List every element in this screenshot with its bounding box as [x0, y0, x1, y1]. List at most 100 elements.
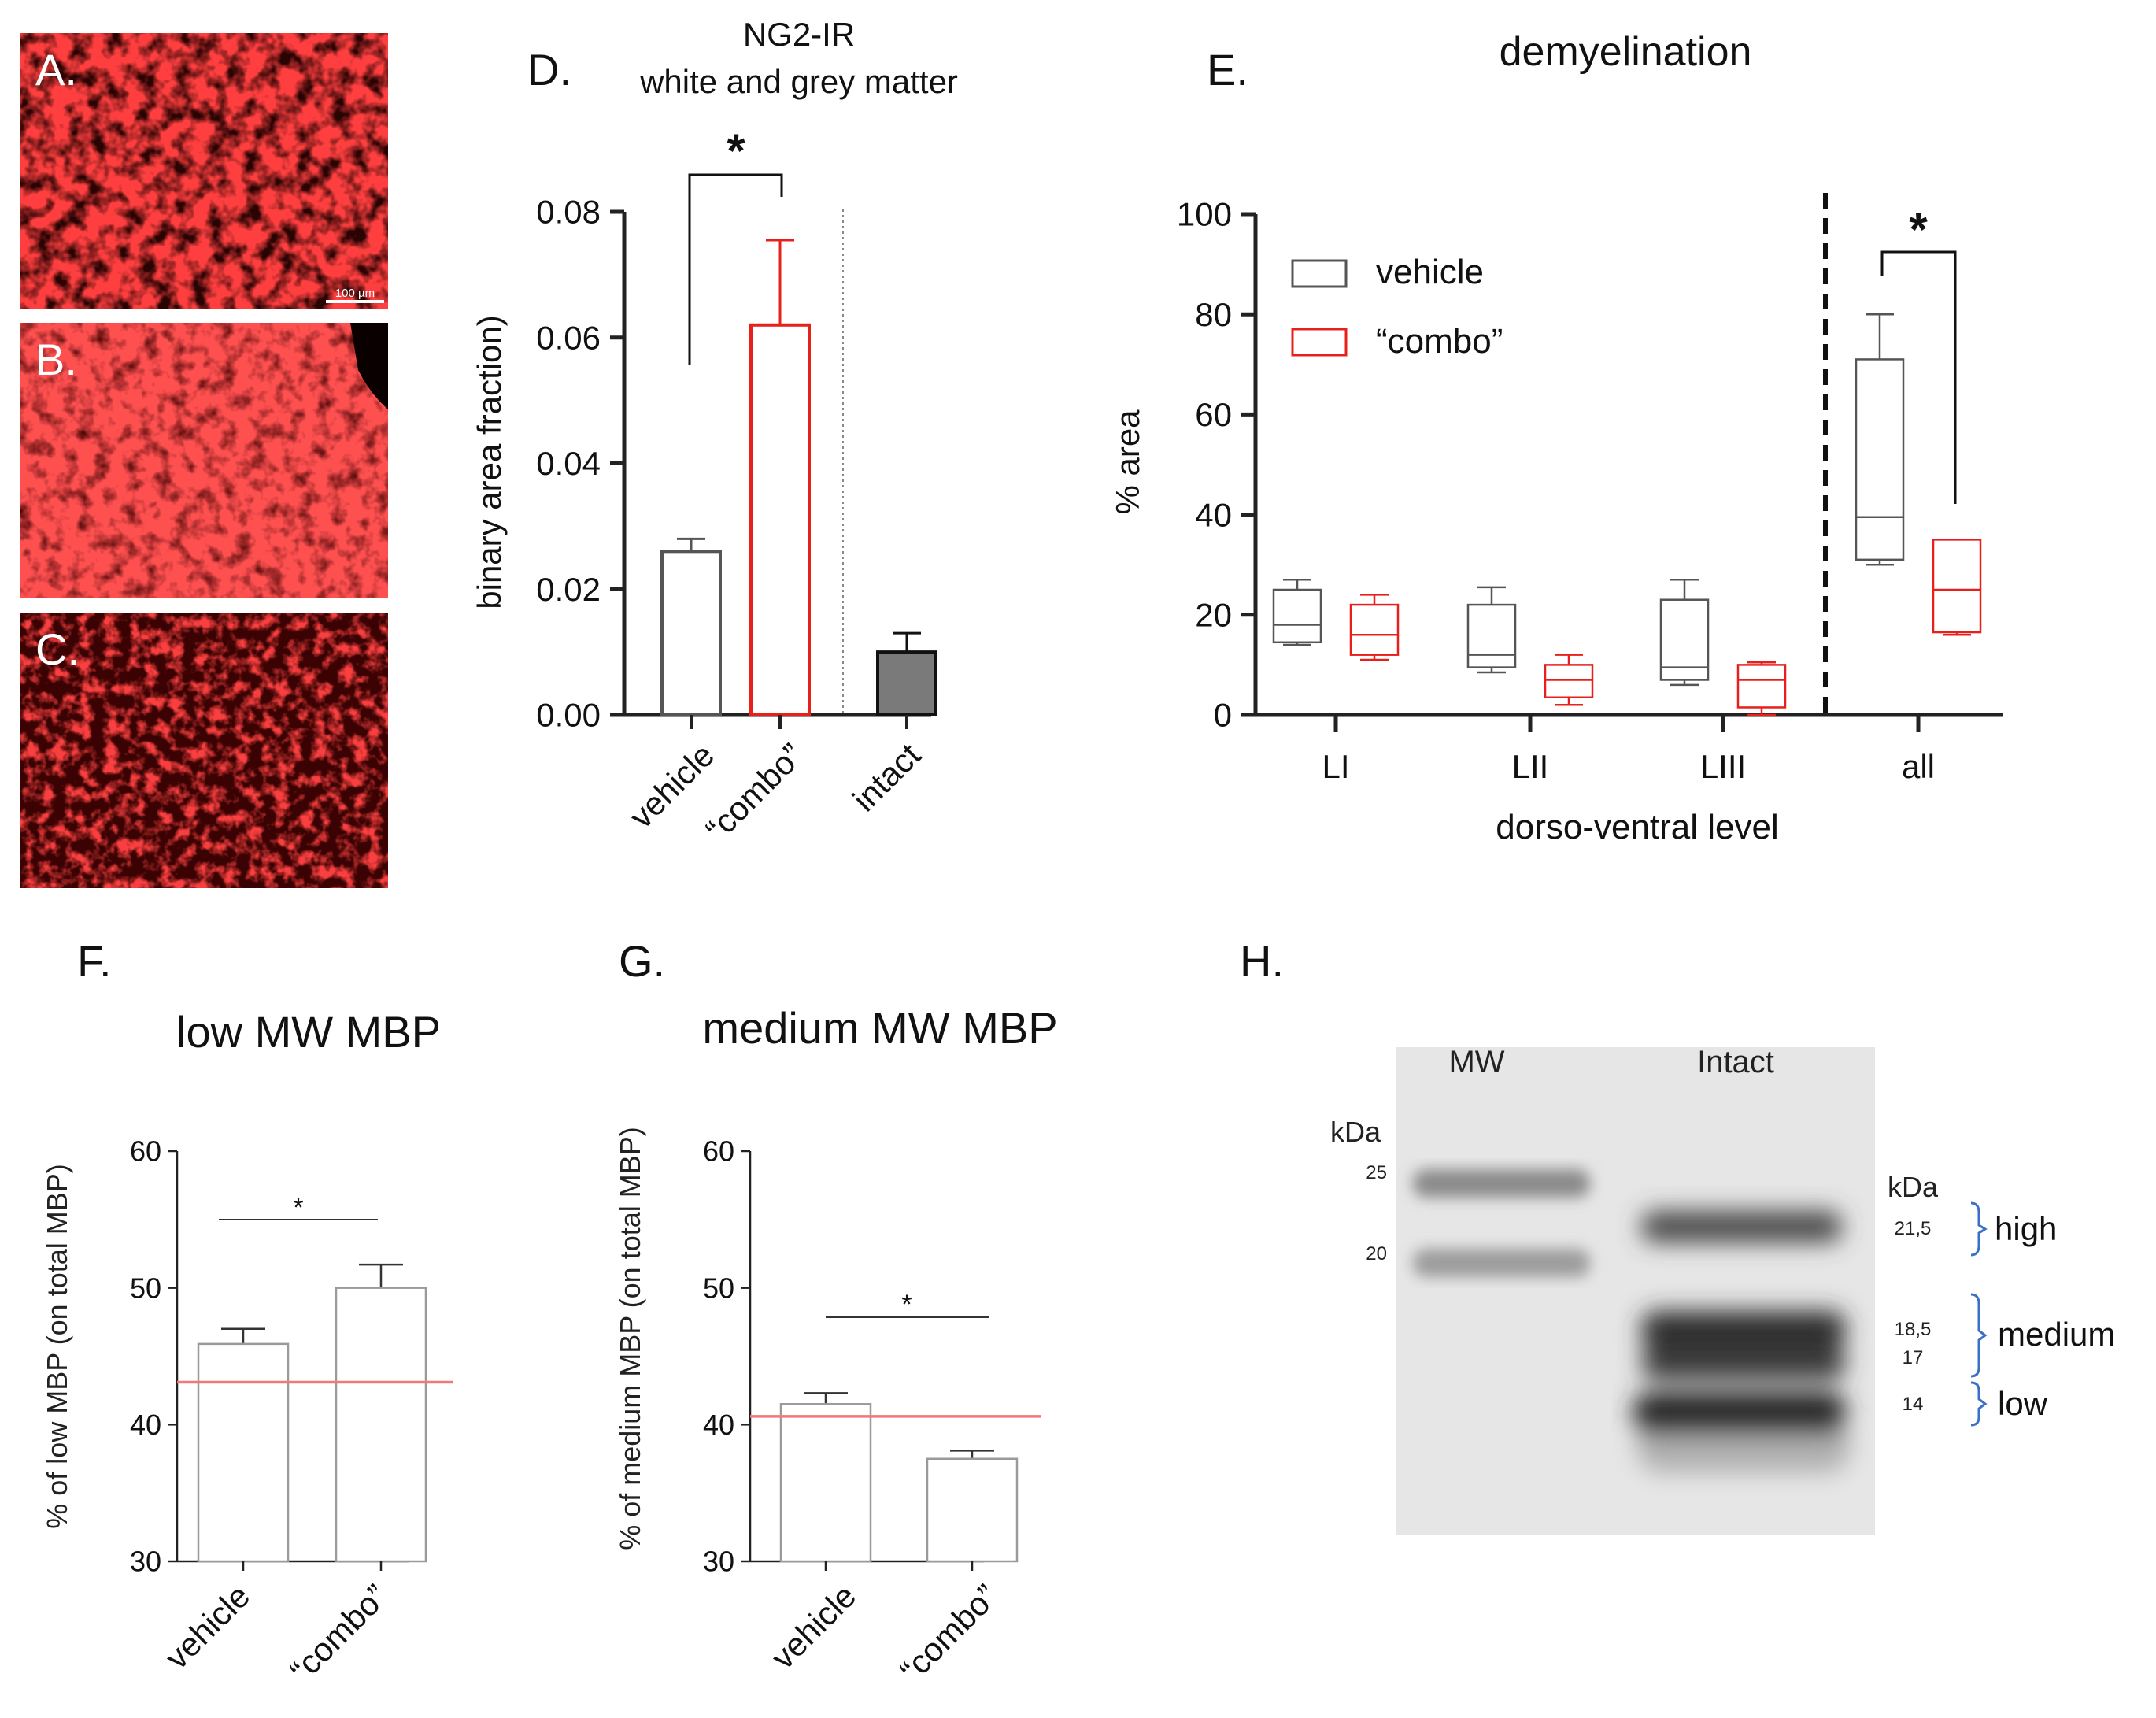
y-tick-label: 100 — [1177, 196, 1232, 233]
x-tick-label: “combo” — [893, 1577, 1004, 1689]
bracket-low — [1970, 1381, 1988, 1427]
blot-unit-left: kDa — [1330, 1116, 1381, 1148]
y-tick-label: 40 — [1195, 496, 1232, 533]
box — [1272, 588, 1322, 644]
chart-f-bars — [177, 1263, 453, 1571]
chart-d-title: NG2-IR — [743, 16, 855, 53]
blot-bands-intact — [1633, 1211, 1850, 1472]
panel-label-h: H. — [1240, 936, 1284, 986]
x-tick-label: intact — [845, 736, 927, 818]
x-tick-label: vehicle — [158, 1577, 257, 1676]
chart-f-yaxis: 30 40 50 60 — [130, 1135, 179, 1578]
band-low — [1633, 1392, 1846, 1435]
chart-f-ylabel: % of low MBP (on total MBP) — [41, 1164, 73, 1529]
legend-swatch-vehicle — [1291, 259, 1348, 288]
band-mw-20 — [1413, 1249, 1590, 1277]
chart-g-xlabels: vehicle “combo” — [764, 1577, 1005, 1689]
box — [1932, 539, 1982, 634]
chart-d-yaxis: 0.00 0.02 0.04 0.06 0.08 — [536, 194, 627, 734]
bar — [335, 1287, 427, 1563]
y-tick-label: 30 — [703, 1546, 734, 1578]
scale-bar-label: 100 µm — [335, 287, 375, 300]
y-tick-label: 60 — [130, 1135, 161, 1168]
chart-e-xlabel: dorso-ventral level — [1496, 808, 1779, 846]
panel-label-f: F. — [77, 936, 112, 986]
band-medium-2 — [1641, 1346, 1846, 1379]
bar — [749, 323, 811, 716]
chart-e-sig-star: * — [1909, 203, 1928, 256]
x-tick-label: “combo” — [698, 736, 810, 848]
micrograph-a: A. 100 µm — [20, 33, 388, 309]
band-medium-1 — [1641, 1311, 1846, 1349]
y-tick-label: 0 — [1214, 697, 1232, 734]
x-tick-label: vehicle — [764, 1577, 864, 1676]
bar — [660, 550, 722, 717]
bracket-medium — [1970, 1293, 1988, 1378]
chart-e-sig-bracket — [1880, 250, 1957, 504]
blot-mark-18-5: 18,5 — [1895, 1319, 1932, 1340]
x-tick-label: “combo” — [283, 1577, 394, 1689]
western-blot: H. MW Intact kDa 25 20 kDa 21,5 18,5 17 … — [1240, 936, 2115, 1535]
y-tick-label: 40 — [703, 1409, 734, 1441]
chart-d-bars — [624, 239, 937, 729]
chart-e-legend: vehicle “combo” — [1291, 253, 1503, 361]
chart-f-title: low MW MBP — [176, 1007, 441, 1057]
x-tick-label: all — [1902, 748, 1935, 785]
legend-swatch-combo — [1291, 328, 1348, 357]
chart-g-bars — [750, 1392, 1041, 1571]
band-high — [1641, 1211, 1842, 1242]
lane-label-intact: Intact — [1697, 1045, 1774, 1079]
y-tick-label: 0.04 — [536, 445, 601, 482]
y-tick-label: 0.08 — [536, 194, 601, 231]
chart-g-ylabel: % of medium MBP (on total MBP) — [614, 1127, 646, 1550]
chart-f-xlabels: vehicle “combo” — [158, 1577, 395, 1689]
blot-mark-25: 25 — [1366, 1162, 1387, 1183]
y-tick-label: 50 — [703, 1272, 734, 1304]
y-tick-label: 60 — [1195, 396, 1232, 433]
bar — [926, 1457, 1019, 1563]
bar — [876, 650, 937, 716]
group-label-medium: medium — [1998, 1316, 2115, 1353]
y-tick-label: 50 — [130, 1272, 161, 1304]
chart-d-xlabels: vehicle“combo” intact — [623, 736, 928, 848]
blot-mark-17: 17 — [1903, 1347, 1924, 1368]
panel-label-g: G. — [619, 936, 665, 986]
chart-e-title: demyelination — [1500, 29, 1752, 75]
chart-e-xlabels: LI LII LIII all — [1322, 748, 1935, 785]
chart-g-yaxis: 30 40 50 60 — [703, 1135, 752, 1578]
chart-e-ylabel: % area — [1109, 409, 1146, 515]
box — [1544, 664, 1594, 698]
chart-e-yaxis: 0 20 40 60 80 100 — [1177, 196, 1258, 734]
legend-label-combo: “combo” — [1376, 322, 1503, 361]
chart-e-boxes — [1256, 313, 2003, 732]
chart-d: D. NG2-IR white and grey matter binary a… — [471, 16, 958, 848]
y-tick-label: 0.02 — [536, 571, 601, 608]
group-label-low: low — [1998, 1385, 2048, 1422]
bracket-high — [1970, 1201, 1988, 1257]
chart-d-sig-star: * — [727, 124, 745, 177]
chart-g: G. medium MW MBP % of medium MBP (on tot… — [614, 936, 1058, 1689]
y-tick-label: 0.06 — [536, 319, 601, 356]
box — [1349, 603, 1400, 656]
micrograph-b: B. — [20, 323, 388, 598]
y-tick-label: 30 — [130, 1546, 161, 1578]
blot-mark-21-5: 21,5 — [1895, 1218, 1932, 1239]
panel-label-e: E. — [1207, 45, 1248, 94]
x-tick-label: LIII — [1700, 748, 1746, 785]
chart-g-sig-star: * — [901, 1290, 912, 1320]
x-tick-label: LI — [1322, 748, 1349, 785]
blot-mark-20: 20 — [1366, 1243, 1387, 1264]
blot-unit-right: kDa — [1888, 1171, 1939, 1203]
micrograph-c: C. — [20, 613, 388, 888]
box — [1736, 664, 1787, 709]
box — [1466, 603, 1517, 668]
legend-label-vehicle: vehicle — [1376, 253, 1484, 291]
chart-d-sig-bracket — [688, 173, 783, 365]
bar — [197, 1342, 290, 1563]
x-tick-label: LII — [1512, 748, 1549, 785]
blot-bands-mw — [1413, 1169, 1590, 1277]
y-tick-label: 80 — [1195, 296, 1232, 333]
